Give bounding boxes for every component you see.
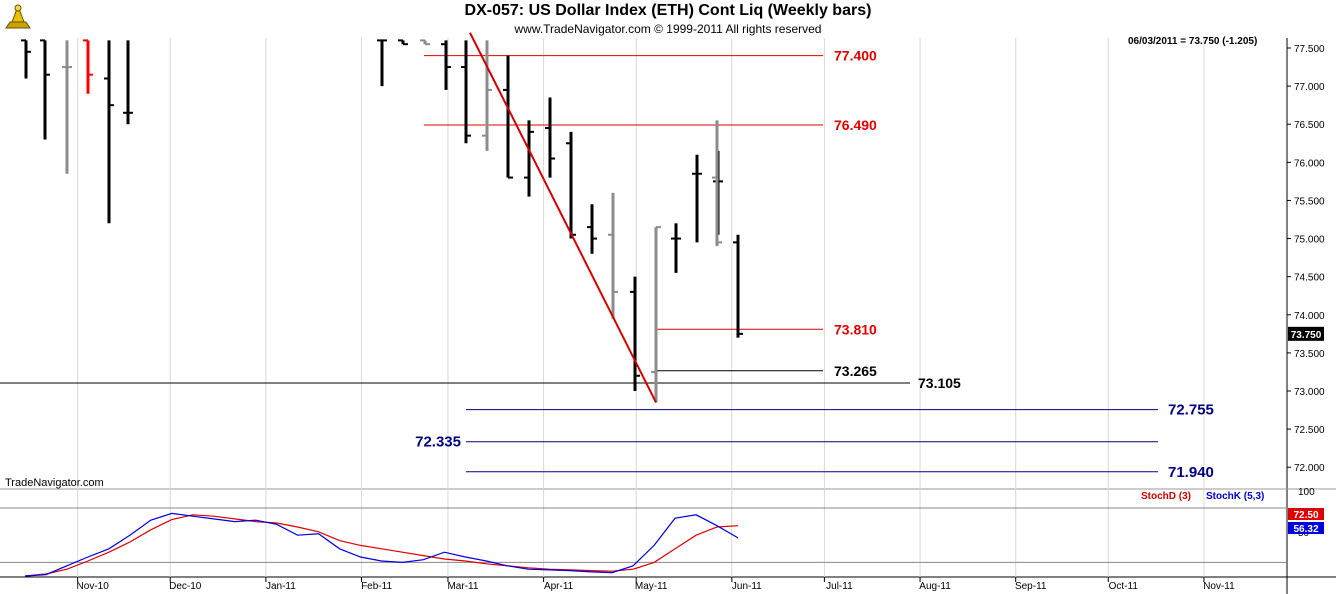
stoch-k-legend: StochK (5,3) — [1206, 491, 1265, 502]
stoch-k-line — [24, 512, 739, 577]
y-tick-label: 73.500 — [1294, 349, 1325, 360]
x-tick-label: Jan-11 — [266, 581, 296, 592]
level-label: 71.940 — [1168, 464, 1214, 481]
trade-navigator-logo — [2, 2, 34, 32]
y-tick-label: 77.000 — [1294, 82, 1325, 93]
brand-label: TradeNavigator.com — [5, 477, 104, 489]
y-tick-label: 72.000 — [1294, 463, 1325, 474]
level-label: 72.335 — [415, 434, 461, 451]
price-readout: 06/03/2011 = 73.750 (-1.205) — [1128, 36, 1258, 47]
y-tick-label: 74.500 — [1294, 273, 1325, 284]
level-label: 76.490 — [834, 117, 877, 133]
x-tick-label: Oct-11 — [1109, 581, 1139, 592]
y-tick-label: 72.500 — [1294, 425, 1325, 436]
y-axis-ticks: 77.500 77.000 76.500 76.000 75.500 75.000 74.5… — [1287, 44, 1325, 474]
last-price-badge — [1288, 326, 1324, 341]
x-tick-label: May-11 — [635, 581, 668, 592]
level-label: 72.755 — [1168, 402, 1214, 419]
level-label: 77.400 — [834, 48, 877, 64]
ohlc-bars — [21, 39, 743, 403]
level-label: 73.810 — [834, 321, 877, 337]
y-tick-label: 77.500 — [1294, 44, 1325, 55]
stoch-d-legend: StochD (3) — [1141, 491, 1191, 502]
x-tick-label: Nov-10 — [77, 581, 110, 592]
level-label: 73.105 — [918, 375, 961, 391]
y-tick-label: 76.000 — [1294, 158, 1325, 169]
x-tick-label: Jun-11 — [732, 581, 762, 592]
chart-title: DX-057: US Dollar Index (ETH) Cont Liq (… — [464, 2, 872, 19]
x-tick-label: Dec-10 — [169, 581, 202, 592]
last-price-label: 73.750 — [1291, 330, 1322, 341]
x-tick-label: Mar-11 — [447, 581, 478, 592]
stoch-d-value: 72.50 — [1293, 510, 1318, 521]
x-tick-label: Nov-11 — [1203, 581, 1235, 592]
stoch-k-badge — [1288, 522, 1324, 534]
downtrend-line — [469, 32, 657, 403]
y-tick-label: 75.500 — [1294, 196, 1325, 207]
x-tick-label: Aug-11 — [919, 581, 951, 592]
x-tick-label: Sep-11 — [1015, 581, 1047, 592]
x-tick-label: Jul-11 — [826, 581, 853, 592]
y-tick-label: 75.000 — [1294, 235, 1325, 246]
y-tick-label: 73.000 — [1294, 387, 1325, 398]
y-tick-label: 76.500 — [1294, 120, 1325, 131]
y-tick-label: 74.000 — [1294, 311, 1325, 322]
level-label: 73.265 — [834, 363, 877, 379]
stoch-tick-label: 100 — [1298, 487, 1315, 498]
stoch-k-value: 56.32 — [1293, 524, 1318, 535]
x-tick-label: Feb-11 — [361, 581, 392, 592]
price-levels: 77.400 76.490 73.810 73.265 73.105 72.755 72.3… — [0, 48, 1214, 481]
stoch-d-badge — [1288, 508, 1324, 520]
price-panel — [0, 38, 1287, 489]
x-tick-label: Apr-11 — [544, 581, 574, 592]
chart-subtitle: www.TradeNavigator.com © 1999-2011 All r… — [514, 22, 822, 36]
